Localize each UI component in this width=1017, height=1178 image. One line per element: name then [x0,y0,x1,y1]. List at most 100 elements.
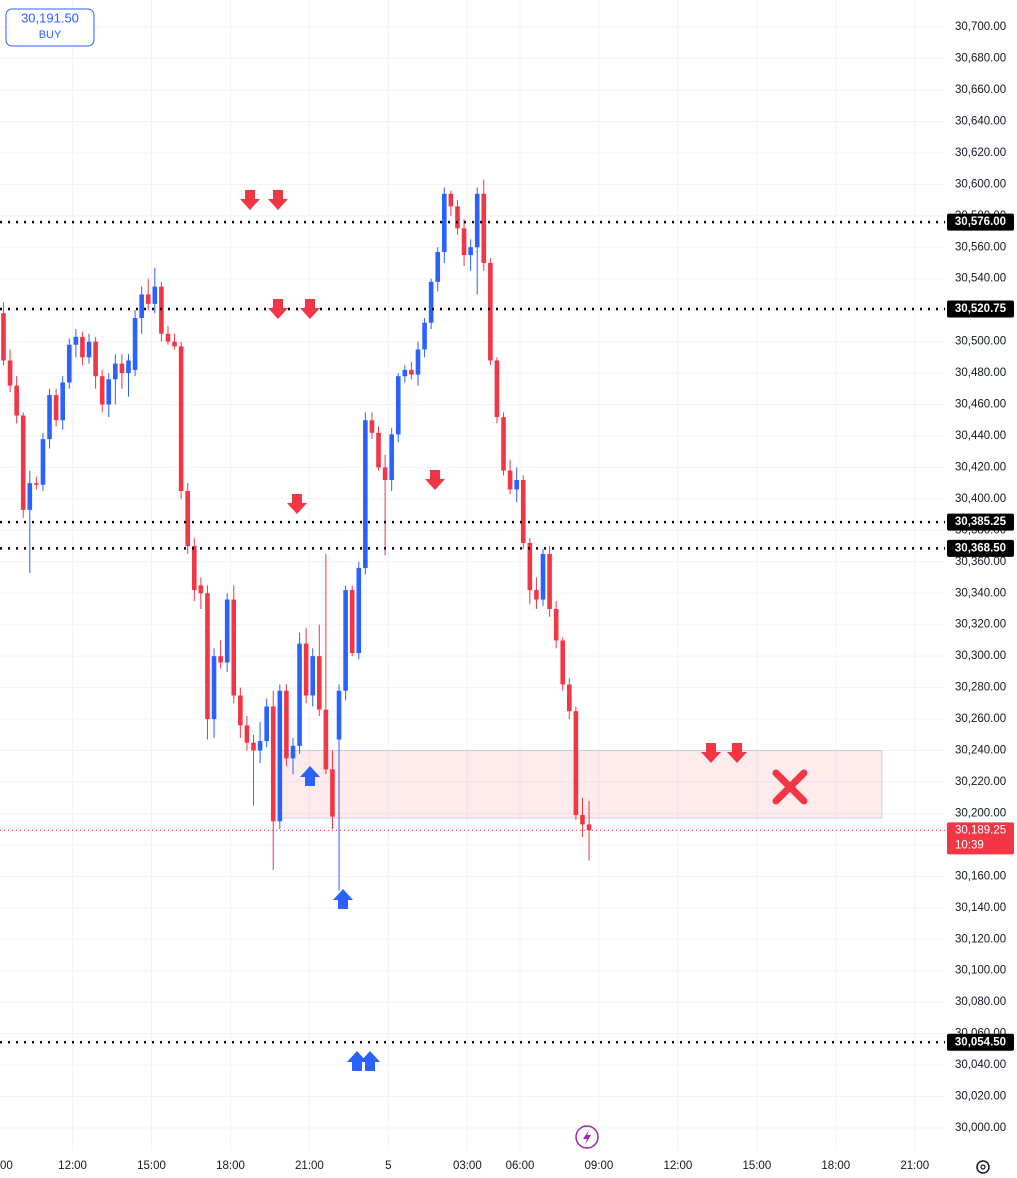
y-tick-label: 30,400.00 [955,493,1006,505]
candle-body [66,344,72,383]
candle-body [27,483,33,510]
alert-icon[interactable] [575,1125,599,1149]
y-tick-label: 30,320.00 [955,619,1006,631]
candle-body [172,341,177,347]
candle-body [422,322,427,350]
candle-body [586,824,592,831]
candle-body [60,382,66,421]
exit-cross [772,769,808,805]
candle-body [205,593,210,720]
candle-body [567,684,572,712]
candle-body [284,690,289,759]
candle-body [323,709,329,770]
candle-body [290,745,296,759]
candle-body [297,643,302,746]
candle-body [349,590,355,654]
y-tick-label: 30,080.00 [955,996,1006,1008]
candle-body [218,656,223,663]
y-tick-label: 30,640.00 [955,115,1006,127]
candle-body [573,711,579,816]
y-tick-label: 30,140.00 [955,902,1006,914]
y-tick-label: 30,540.00 [955,273,1006,285]
y-tick-label: 30,500.00 [955,336,1006,348]
x-tick-label: 06:00 [506,1160,535,1172]
y-tick-label: 30,000.00 [955,1122,1006,1134]
x-tick-label: 18:00 [216,1160,245,1172]
candle-body [553,608,559,641]
candle-body [481,193,487,263]
candle-body [369,420,375,433]
buy-signal [360,1051,380,1071]
sell-signal [287,494,307,514]
candle-body [119,363,125,374]
x-tick-label: 15:00 [742,1160,771,1172]
candle-body [34,483,39,485]
candle-body [191,546,197,591]
candle-body [540,553,546,600]
candle-body [448,193,454,207]
y-tick-label: 30,160.00 [955,870,1006,882]
plot-area [0,179,945,1044]
candle-body [507,470,513,490]
sell-signal [268,190,288,210]
candle-body [238,695,243,726]
candle-body [435,251,441,282]
candle-body [382,467,388,481]
candle-body [580,815,585,825]
level-label: 30,520.75 [955,303,1007,315]
candle-body [14,385,19,416]
candle-body [395,376,401,435]
candle-body [415,349,421,375]
y-tick-label: 30,700.00 [955,21,1006,33]
y-tick-label: 30,280.00 [955,682,1006,694]
candle-body [343,590,348,691]
candle-body [527,542,533,591]
order-box[interactable]: 30,191.50 BUY [5,8,95,47]
candle-body [106,379,112,405]
x-tick-label: 21:00 [295,1160,324,1172]
candle-body [336,690,342,740]
y-tick-label: 30,100.00 [955,965,1006,977]
candle-body [428,281,434,323]
candle-body [40,439,46,485]
y-tick-label: 30,040.00 [955,1059,1006,1071]
candle-body [139,294,144,319]
candle-body [145,294,151,304]
y-tick-label: 30,440.00 [955,430,1006,442]
last-price-bg [947,822,1014,855]
candle-body [264,706,269,742]
last-price-label: 30,189.25 [955,824,1006,836]
level-label: 30,368.50 [955,542,1006,554]
candle-body [316,656,322,710]
y-tick-label: 30,460.00 [955,399,1006,411]
signals [240,190,808,1149]
buy-signal [333,889,353,909]
sell-signal [268,299,288,319]
candle-body [7,360,13,386]
y-tick-label: 30,020.00 [955,1091,1006,1103]
y-tick-label: 30,240.00 [955,745,1006,757]
y-tick-label: 30,660.00 [955,84,1006,96]
settings-icon[interactable] [976,1160,990,1174]
y-tick-label: 30,360.00 [955,556,1006,568]
zone [279,750,883,819]
candle-body [224,599,230,663]
candle-body [244,725,250,743]
candle-body [185,491,191,547]
candle-body [86,341,92,358]
candle-body [270,706,276,822]
candle-body [132,318,138,370]
candle-body [303,643,309,696]
y-tick-label: 30,680.00 [955,53,1006,65]
y-tick-label: 30,560.00 [955,241,1006,253]
y-tick-label: 30,220.00 [955,776,1006,788]
candle-body [560,640,566,685]
x-tick-label: 18:00 [821,1160,850,1172]
y-tick-label: 30,300.00 [955,650,1006,662]
candle-body [178,346,184,492]
level-label-bg [947,539,1014,557]
candle-body [211,656,217,720]
candle-body [20,415,26,510]
candle-body [494,360,500,418]
y-tick-label: 30,120.00 [955,933,1006,945]
